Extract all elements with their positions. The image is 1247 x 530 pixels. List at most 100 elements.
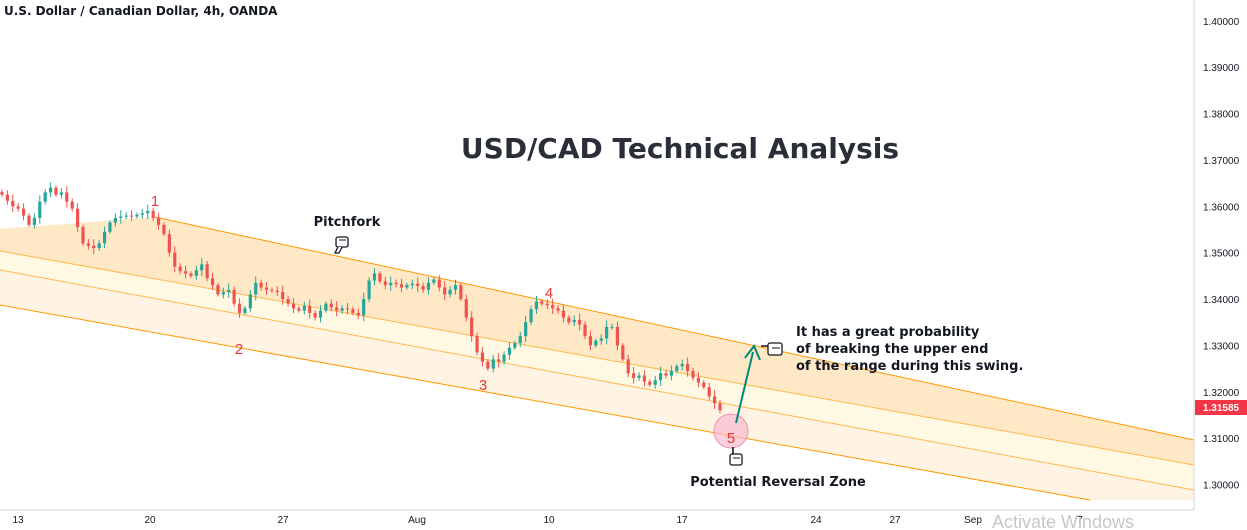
candle-body (389, 282, 393, 286)
candle-body (416, 283, 420, 287)
x-tick-label: 7 (1077, 515, 1083, 526)
wave-label-2: 2 (235, 341, 243, 358)
candle-body (567, 317, 571, 323)
candle-body (119, 216, 123, 218)
y-tick-label: 1.40000 (1203, 17, 1240, 28)
candle-body (227, 289, 231, 293)
candle-body (686, 363, 690, 371)
candle-body (669, 370, 674, 376)
candle-body (329, 303, 333, 308)
note-line-1: It has a great probability (796, 325, 980, 340)
candle-body (210, 278, 215, 286)
candle-body (432, 279, 436, 283)
candle-body (43, 192, 47, 202)
x-tick-label: 20 (144, 515, 156, 526)
candle-body (529, 309, 533, 323)
candle-body (642, 375, 647, 382)
current-price-label: 1.31585 (1203, 403, 1240, 414)
y-tick-label: 1.38000 (1203, 110, 1240, 121)
candle-body (399, 284, 404, 288)
candle-body (27, 215, 31, 225)
y-tick-label: 1.31000 (1203, 434, 1240, 445)
candle-body (340, 308, 344, 311)
candle-body (113, 217, 117, 223)
candle-body (243, 308, 247, 313)
channel-upper-line (154, 216, 1195, 441)
candle-body (578, 319, 582, 325)
candle-body (75, 208, 80, 228)
candle-body (275, 290, 279, 293)
candle-body (610, 326, 614, 328)
candle-body (156, 217, 161, 225)
candle-body (21, 208, 26, 216)
candle-body (264, 287, 269, 290)
candle-body (394, 282, 398, 285)
candle-body (459, 285, 463, 300)
candle-body (173, 252, 177, 267)
x-tick-label: Aug (408, 515, 426, 526)
candle-body (151, 210, 155, 218)
candle-body (588, 336, 593, 346)
candle-body (475, 336, 479, 353)
candle-body (491, 359, 495, 369)
candle-body (405, 285, 409, 288)
candle-body (410, 283, 414, 286)
symbol-title: U.S. Dollar / Canadian Dollar, 4h, OANDA (4, 4, 278, 18)
time-axis[interactable]: 13 20 27 Aug 10 17 24 27 Sep 7 (0, 509, 1194, 526)
wave-label-3: 3 (479, 377, 487, 394)
candle-body (378, 273, 382, 282)
projection-arrow[interactable] (735, 344, 761, 424)
candle-body (702, 382, 706, 388)
reversal-zone-label: Potential Reversal Zone (690, 475, 866, 490)
candle-body (583, 324, 587, 337)
wave-label-5: 5 (727, 430, 735, 447)
candle-body (59, 192, 63, 195)
candle-body (313, 312, 317, 318)
candle-body (70, 201, 74, 209)
wave-labels: 1 2 3 4 5 (151, 193, 735, 447)
candle-body (664, 373, 668, 376)
candle-body (556, 308, 560, 311)
candle-body (707, 387, 711, 397)
note-line-3: of the range during this swing. (796, 359, 1023, 374)
candle-body (486, 361, 490, 369)
pointing-hand-icon (761, 342, 783, 356)
y-tick-label: 1.35000 (1203, 249, 1240, 260)
candle-body (659, 373, 663, 381)
candle-body (248, 294, 252, 309)
candle-body (297, 308, 301, 311)
candle-body (178, 266, 182, 272)
pointing-hand-icon (729, 447, 743, 466)
candle-body (140, 213, 144, 215)
reversal-zone-circle[interactable] (713, 413, 749, 449)
wave-label-4: 4 (545, 285, 553, 302)
candle-body (637, 375, 641, 378)
candle-body (356, 312, 360, 316)
candle-body (324, 303, 328, 311)
candle-body (281, 292, 285, 300)
candle-body (464, 299, 468, 318)
y-tick-label: 1.30000 (1203, 481, 1240, 492)
price-axis[interactable]: 1.40000 1.39000 1.38000 1.37000 1.36000 1.350… (1193, 0, 1247, 510)
pitchfork-label: Pitchfork (314, 215, 381, 230)
candle-body (362, 299, 366, 316)
candle-body (5, 194, 9, 201)
candle-body (216, 285, 220, 295)
candle-body (86, 243, 90, 246)
wave-label-1: 1 (151, 193, 159, 210)
channel-outer-line (0, 304, 1091, 501)
candle-body (572, 319, 576, 323)
candle-body (621, 345, 625, 360)
channel-lower-band (0, 270, 1194, 500)
candle-body (308, 306, 312, 313)
pointing-hand-icon (333, 236, 349, 254)
candle-body (335, 307, 339, 311)
candle-body (507, 347, 512, 355)
candle-body (497, 359, 501, 362)
candle-body (680, 363, 684, 367)
candle-body (48, 187, 53, 193)
candle-body (232, 289, 236, 304)
candle-body (81, 227, 85, 244)
candle-body (518, 336, 522, 344)
x-tick-label: 10 (543, 515, 555, 526)
